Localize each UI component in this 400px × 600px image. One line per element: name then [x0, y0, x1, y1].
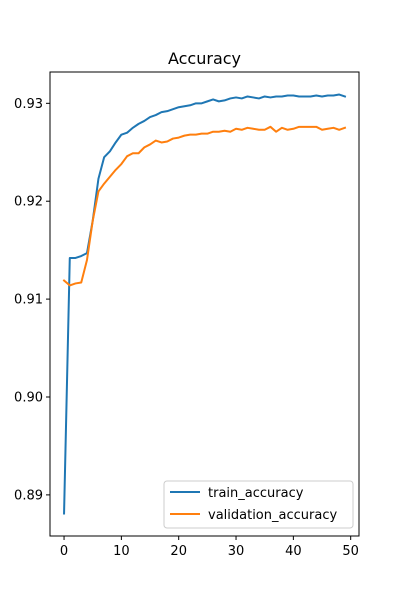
y-tick-label: 0.93 — [14, 97, 43, 112]
plot-area-frame — [49, 71, 360, 537]
series-layer — [62, 93, 347, 515]
chart-title: Accuracy — [168, 49, 241, 68]
x-tick-label: 40 — [285, 544, 302, 559]
legend-label-validation-accuracy: validation_accuracy — [208, 508, 337, 523]
x-tick-label: 20 — [170, 544, 187, 559]
x-tick-label: 0 — [60, 544, 68, 559]
series-line-train-accuracy — [63, 93, 347, 515]
y-tick-label: 0.90 — [14, 390, 43, 405]
y-axis: 0.89 0.90 0.91 0.92 0.93 — [14, 97, 50, 503]
x-tick-label: 30 — [228, 544, 245, 559]
y-tick-label: 0.91 — [14, 293, 43, 308]
y-tick-label: 0.92 — [14, 195, 43, 210]
legend: train_accuracy validation_accuracy — [163, 480, 354, 529]
x-tick-label: 10 — [113, 544, 130, 559]
x-axis: 0 10 20 30 40 50 — [60, 536, 359, 559]
x-tick-label: 50 — [342, 544, 359, 559]
y-tick-label: 0.89 — [14, 488, 43, 503]
legend-label-train-accuracy: train_accuracy — [208, 486, 304, 501]
series-line-validation-accuracy — [62, 125, 347, 287]
legend-frame — [163, 480, 354, 529]
